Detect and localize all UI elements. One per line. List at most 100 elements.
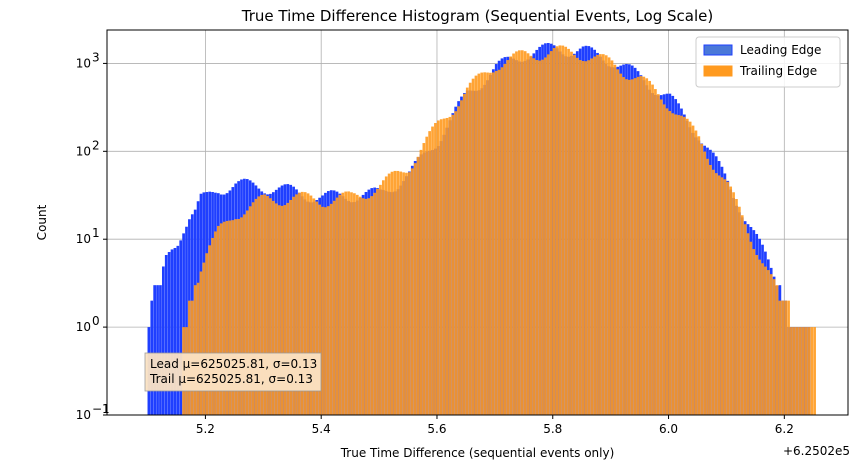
histogram-bar: [755, 254, 759, 415]
histogram-bar: [636, 76, 640, 415]
histogram-bar: [798, 327, 802, 415]
histogram-bar: [170, 249, 174, 415]
histogram-bar: [752, 249, 756, 415]
histogram-bar: [257, 196, 261, 415]
histogram-bar: [280, 205, 284, 415]
histogram-bar: [656, 94, 660, 415]
histogram-bar: [581, 60, 585, 415]
histogram-bar: [491, 72, 495, 415]
histogram-bar: [628, 79, 631, 415]
x-axis-label: True Time Difference (sequential events …: [340, 446, 615, 460]
histogram-bar: [630, 79, 634, 415]
legend-swatch: [703, 44, 733, 56]
histogram-bar: [199, 271, 203, 415]
histogram-bar: [549, 51, 553, 415]
histogram-bar: [361, 198, 365, 415]
x-tick-label: 5.6: [427, 422, 446, 436]
histogram-bar: [277, 205, 281, 415]
histogram-bar: [625, 79, 628, 415]
histogram-bar: [674, 114, 678, 416]
histogram-bar: [442, 118, 446, 415]
histogram-bar: [439, 119, 443, 416]
histogram-bar: [662, 104, 666, 415]
histogram-bar: [408, 172, 411, 415]
histogram-bar: [497, 69, 501, 415]
histogram-bar: [419, 149, 423, 415]
histogram-bar: [552, 48, 556, 416]
histogram-bar: [494, 70, 498, 415]
histogram-bar: [266, 195, 269, 415]
histogram-bar: [402, 172, 405, 415]
histogram-bar: [801, 327, 805, 415]
histogram-bar: [471, 78, 475, 416]
histogram-bar: [283, 205, 287, 415]
histogram-bar: [176, 245, 180, 415]
x-tick-label: 6.2: [775, 422, 794, 436]
histogram-bar: [222, 221, 226, 415]
histogram-bar: [651, 84, 654, 416]
histogram-bar: [720, 177, 724, 415]
histogram-bar: [292, 196, 295, 415]
histogram-bar: [642, 76, 646, 416]
histogram-bar: [683, 116, 686, 416]
histogram-bar: [399, 171, 403, 415]
histogram-bar: [590, 58, 594, 416]
histogram-bar: [474, 75, 478, 416]
histogram-bar: [561, 45, 565, 415]
histogram-bar: [761, 263, 764, 415]
histogram-bar: [766, 270, 770, 415]
histogram-bar: [457, 106, 460, 416]
histogram-bar: [315, 201, 319, 415]
histogram-bar: [567, 48, 570, 415]
histogram-bar: [648, 80, 651, 416]
histogram-bar: [697, 136, 701, 416]
histogram-bar: [159, 285, 162, 415]
histogram-bar: [544, 57, 547, 415]
histogram-bar: [422, 143, 426, 416]
legend: Leading Edge Trailing Edge: [695, 36, 841, 88]
histogram-bar: [463, 93, 466, 415]
histogram-bar: [787, 300, 790, 415]
annotation-line: Lead μ=625025.81, σ=0.13: [150, 357, 317, 371]
histogram-bar: [410, 168, 414, 415]
y-tick-label: 10: [76, 144, 91, 158]
histogram-bar: [237, 218, 240, 415]
histogram-bar: [344, 191, 348, 415]
histogram-bar: [387, 173, 391, 415]
histogram-bar: [555, 46, 559, 415]
histogram-bar: [434, 123, 437, 416]
histogram-bar: [654, 89, 657, 415]
histogram-bar: [535, 60, 539, 416]
histogram-bar: [405, 172, 408, 415]
histogram-bar: [738, 206, 741, 415]
histogram-bar: [532, 58, 536, 416]
histogram-bar: [512, 53, 515, 415]
histogram-bar: [795, 327, 799, 415]
histogram-bar: [584, 61, 588, 415]
annotation-box: [144, 352, 322, 392]
histogram-bar: [668, 110, 672, 415]
histogram-bar: [804, 327, 808, 415]
histogram-bar: [520, 50, 524, 415]
histogram-bar: [286, 202, 290, 415]
histogram-bar: [390, 171, 394, 415]
y-tick-label: 10: [76, 56, 91, 70]
histogram-bar: [445, 117, 449, 415]
plot-frame: [106, 29, 849, 416]
histogram-bar: [335, 197, 339, 415]
histogram-bar: [659, 99, 663, 416]
histogram-bar: [196, 282, 200, 415]
histogram-bar: [740, 215, 744, 415]
histogram-bar: [735, 199, 738, 415]
histogram-bar: [451, 114, 455, 415]
histogram-bar: [781, 300, 785, 415]
y-tick-label: 10: [76, 320, 91, 334]
histogram-bar: [613, 64, 617, 415]
histogram-bar: [526, 53, 530, 415]
histogram-bar: [173, 247, 177, 415]
histogram-bar: [709, 164, 712, 415]
y-tick-exponent: −1: [92, 402, 110, 416]
histogram-bar: [694, 130, 698, 415]
histogram-bar: [500, 67, 504, 415]
